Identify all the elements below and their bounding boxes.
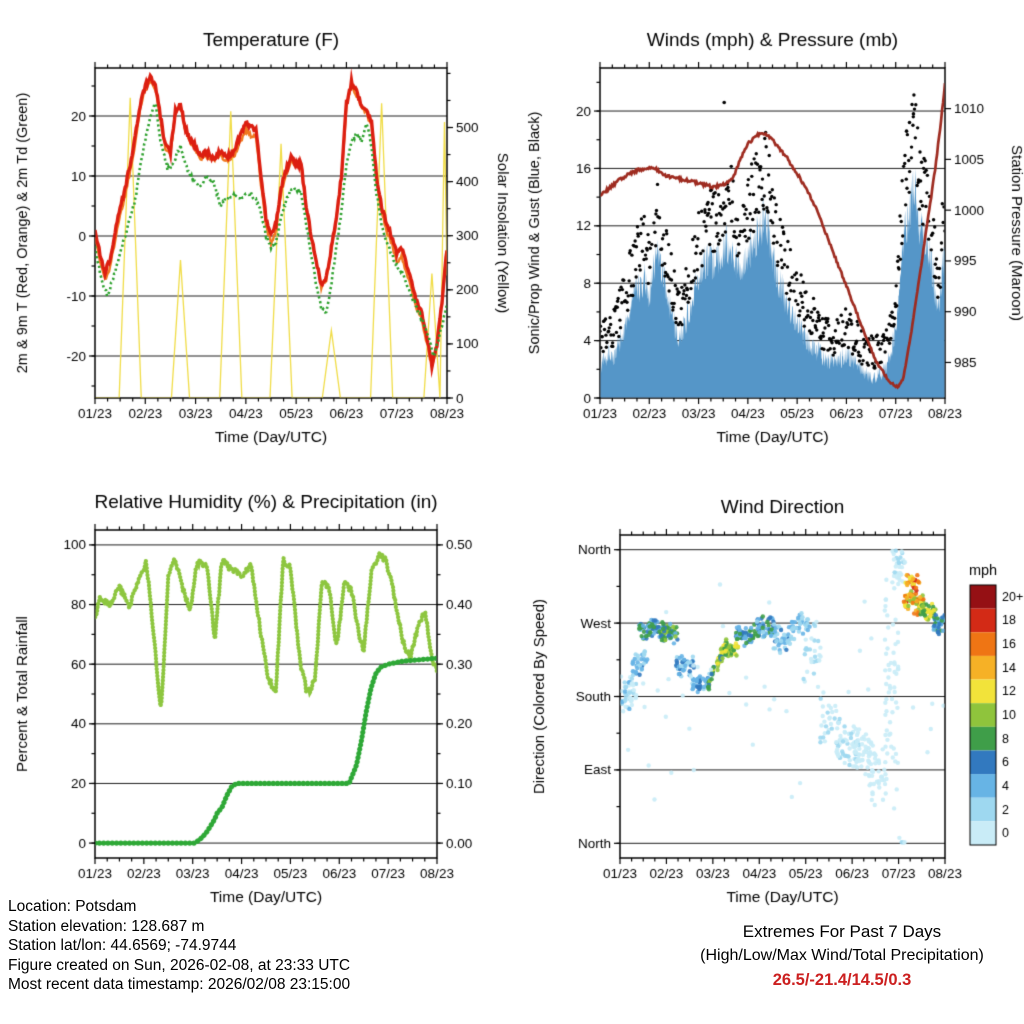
- extremes-summary: Extremes For Past 7 Days (High/Low/Max W…: [660, 922, 1024, 990]
- extremes-values: 26.5/-21.4/14.5/0.3: [772, 971, 912, 989]
- figure-created-timestamp: Figure created on Sun, 2026-02-08, at 23…: [8, 956, 351, 974]
- temperature-chart: [0, 0, 512, 470]
- winds-pressure-chart: [512, 0, 1024, 470]
- extremes-subtitle: (High/Low/Max Wind/Total Precipitation): [700, 947, 984, 964]
- wind-direction-chart: [512, 470, 1024, 910]
- extremes-title: Extremes For Past 7 Days: [742, 922, 942, 941]
- humidity-precip-chart: [0, 470, 512, 910]
- station-info: Location: Potsdam Station elevation: 128…: [8, 897, 350, 995]
- station-elevation: Station elevation: 128.687 m: [8, 917, 205, 935]
- recent-data-timestamp: Most recent data timestamp: 2026/02/08 2…: [8, 976, 351, 994]
- station-latlon: Station lat/lon: 44.6569; -74.9744: [8, 937, 237, 955]
- station-location: Location: Potsdam: [8, 898, 137, 915]
